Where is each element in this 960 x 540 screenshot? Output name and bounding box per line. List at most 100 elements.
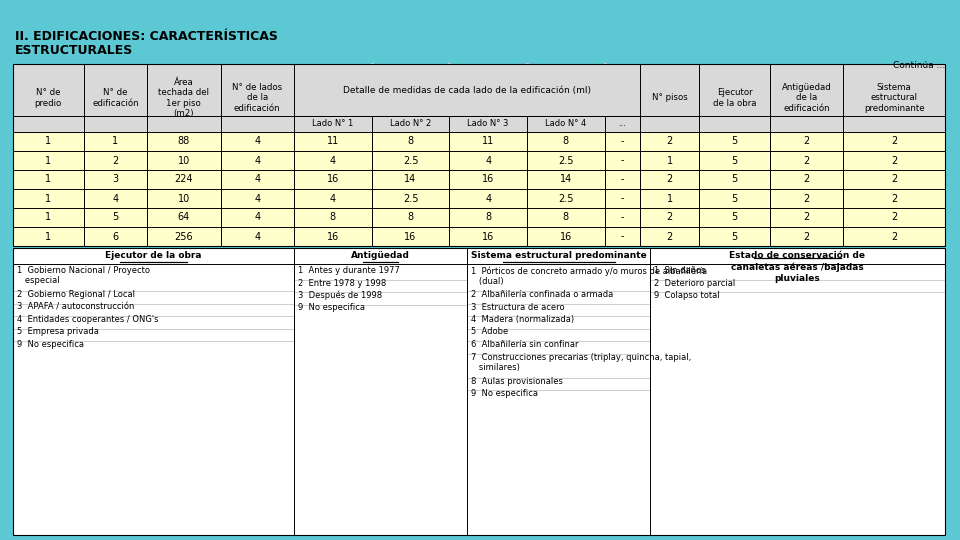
Text: Detalle de medidas de cada lado de la edificación (ml): Detalle de medidas de cada lado de la ed… bbox=[343, 85, 591, 94]
Text: 9  No especifica: 9 No especifica bbox=[471, 389, 539, 398]
Text: -: - bbox=[620, 213, 624, 222]
Text: ...: ... bbox=[618, 119, 626, 129]
Text: Ejecutor
de la obra: Ejecutor de la obra bbox=[713, 89, 756, 107]
Text: 1  Antes y durante 1977: 1 Antes y durante 1977 bbox=[298, 266, 400, 275]
Text: 1: 1 bbox=[666, 193, 673, 204]
Text: 1  Pórticos de concreto armado y/o muros de albañilería
   (dual): 1 Pórticos de concreto armado y/o muros … bbox=[471, 266, 708, 286]
Text: 1  Sin daños: 1 Sin daños bbox=[654, 266, 706, 275]
Text: 4: 4 bbox=[254, 213, 260, 222]
Text: 1: 1 bbox=[45, 174, 52, 185]
Text: 8: 8 bbox=[563, 213, 569, 222]
Text: 2: 2 bbox=[666, 137, 673, 146]
Text: II. EDIFICACIONES: CARACTERÍSTICAS: II. EDIFICACIONES: CARACTERÍSTICAS bbox=[15, 30, 277, 43]
Text: 5  Adobe: 5 Adobe bbox=[471, 327, 509, 336]
Text: 3  APAFA / autoconstrucción: 3 APAFA / autoconstrucción bbox=[17, 302, 134, 312]
Text: 2.5: 2.5 bbox=[403, 156, 419, 165]
Text: 64: 64 bbox=[178, 213, 190, 222]
Text: 4: 4 bbox=[485, 156, 492, 165]
Bar bbox=[13, 189, 945, 208]
Text: Lado N° 3: Lado N° 3 bbox=[468, 119, 509, 129]
Text: -: - bbox=[620, 193, 624, 204]
Bar bbox=[13, 227, 945, 246]
Bar bbox=[13, 208, 945, 227]
Text: 4: 4 bbox=[254, 232, 260, 241]
Text: -: - bbox=[620, 156, 624, 165]
Text: N° de lados
de la
edificación: N° de lados de la edificación bbox=[232, 83, 282, 113]
Text: 4: 4 bbox=[254, 174, 260, 185]
Text: 5: 5 bbox=[732, 232, 737, 241]
Text: 2: 2 bbox=[666, 213, 673, 222]
Text: 2.5: 2.5 bbox=[403, 193, 419, 204]
Bar bbox=[13, 64, 945, 132]
Text: -: - bbox=[620, 232, 624, 241]
Text: 1: 1 bbox=[45, 137, 52, 146]
Text: 6: 6 bbox=[112, 232, 118, 241]
Text: 11: 11 bbox=[326, 137, 339, 146]
Text: 1: 1 bbox=[45, 213, 52, 222]
Text: 3: 3 bbox=[112, 174, 118, 185]
Text: 2: 2 bbox=[804, 213, 809, 222]
Text: 11: 11 bbox=[482, 137, 494, 146]
Text: Estado de conservación de
canaletas aéreas /bajadas
pluviales: Estado de conservación de canaletas aére… bbox=[730, 251, 866, 283]
Text: Lado N° 1: Lado N° 1 bbox=[312, 119, 353, 129]
Text: 2: 2 bbox=[804, 156, 809, 165]
Bar bbox=[13, 151, 945, 170]
Text: 2: 2 bbox=[804, 174, 809, 185]
Text: -: - bbox=[620, 137, 624, 146]
Text: Área
techada del
1er piso
(m2): Área techada del 1er piso (m2) bbox=[158, 78, 209, 118]
Text: 1: 1 bbox=[45, 156, 52, 165]
Text: 2: 2 bbox=[891, 232, 898, 241]
Text: 9  Colapso total: 9 Colapso total bbox=[654, 291, 720, 300]
Text: Lado N° 2: Lado N° 2 bbox=[390, 119, 431, 129]
Text: 2  Deterioro parcial: 2 Deterioro parcial bbox=[654, 279, 735, 287]
Text: 3  Después de 1998: 3 Después de 1998 bbox=[298, 291, 382, 300]
Text: 224: 224 bbox=[175, 174, 193, 185]
Text: 4: 4 bbox=[330, 193, 336, 204]
Text: Antigüedad: Antigüedad bbox=[351, 252, 410, 260]
Text: 4: 4 bbox=[254, 137, 260, 146]
Text: 5: 5 bbox=[112, 213, 118, 222]
Text: 8: 8 bbox=[407, 213, 414, 222]
Text: 16: 16 bbox=[326, 174, 339, 185]
Text: 8: 8 bbox=[485, 213, 492, 222]
Bar bbox=[13, 64, 945, 246]
Text: 10: 10 bbox=[178, 156, 190, 165]
Text: 1: 1 bbox=[666, 156, 673, 165]
Text: 2: 2 bbox=[804, 137, 809, 146]
Text: 4: 4 bbox=[254, 193, 260, 204]
Text: 8: 8 bbox=[407, 137, 414, 146]
Text: 2: 2 bbox=[891, 137, 898, 146]
Text: 8: 8 bbox=[563, 137, 569, 146]
Text: 9  No especifica: 9 No especifica bbox=[17, 340, 84, 349]
Text: 1: 1 bbox=[45, 232, 52, 241]
Text: 16: 16 bbox=[326, 232, 339, 241]
Text: 7  Construcciones precarias (triplay, quincha, tapial,
   similares): 7 Construcciones precarias (triplay, qui… bbox=[471, 353, 691, 372]
Text: N° de
edificación: N° de edificación bbox=[92, 89, 138, 107]
Text: 1: 1 bbox=[112, 137, 118, 146]
Text: 2.5: 2.5 bbox=[558, 193, 573, 204]
Text: -: - bbox=[620, 174, 624, 185]
Text: 14: 14 bbox=[404, 174, 417, 185]
Text: 6  Albañilería sin confinar: 6 Albañilería sin confinar bbox=[471, 340, 579, 349]
Text: Continúa ...: Continúa ... bbox=[893, 61, 945, 70]
Text: Sistema
estructural
predominante: Sistema estructural predominante bbox=[864, 83, 924, 113]
Text: 2  Albañilería confinada o armada: 2 Albañilería confinada o armada bbox=[471, 290, 613, 299]
Text: 4: 4 bbox=[254, 156, 260, 165]
Text: 2: 2 bbox=[804, 232, 809, 241]
Text: 2: 2 bbox=[891, 193, 898, 204]
Text: 4: 4 bbox=[330, 156, 336, 165]
Text: 2: 2 bbox=[666, 232, 673, 241]
Text: 5  Empresa privada: 5 Empresa privada bbox=[17, 327, 99, 336]
Text: 2: 2 bbox=[804, 193, 809, 204]
Text: Sistema estructural predominante: Sistema estructural predominante bbox=[470, 252, 646, 260]
Text: 10: 10 bbox=[178, 193, 190, 204]
Text: 1  Gobierno Nacional / Proyecto
   especial: 1 Gobierno Nacional / Proyecto especial bbox=[17, 266, 150, 286]
Text: 3  Estructura de acero: 3 Estructura de acero bbox=[471, 302, 565, 312]
Text: Lado N° 4: Lado N° 4 bbox=[545, 119, 587, 129]
Text: 4  Entidades cooperantes / ONG's: 4 Entidades cooperantes / ONG's bbox=[17, 315, 158, 324]
Text: 88: 88 bbox=[178, 137, 190, 146]
Text: ESTRUCTURALES: ESTRUCTURALES bbox=[15, 44, 133, 57]
Text: 5: 5 bbox=[732, 137, 737, 146]
Text: 4: 4 bbox=[112, 193, 118, 204]
Text: 4  Madera (normalizada): 4 Madera (normalizada) bbox=[471, 315, 574, 324]
